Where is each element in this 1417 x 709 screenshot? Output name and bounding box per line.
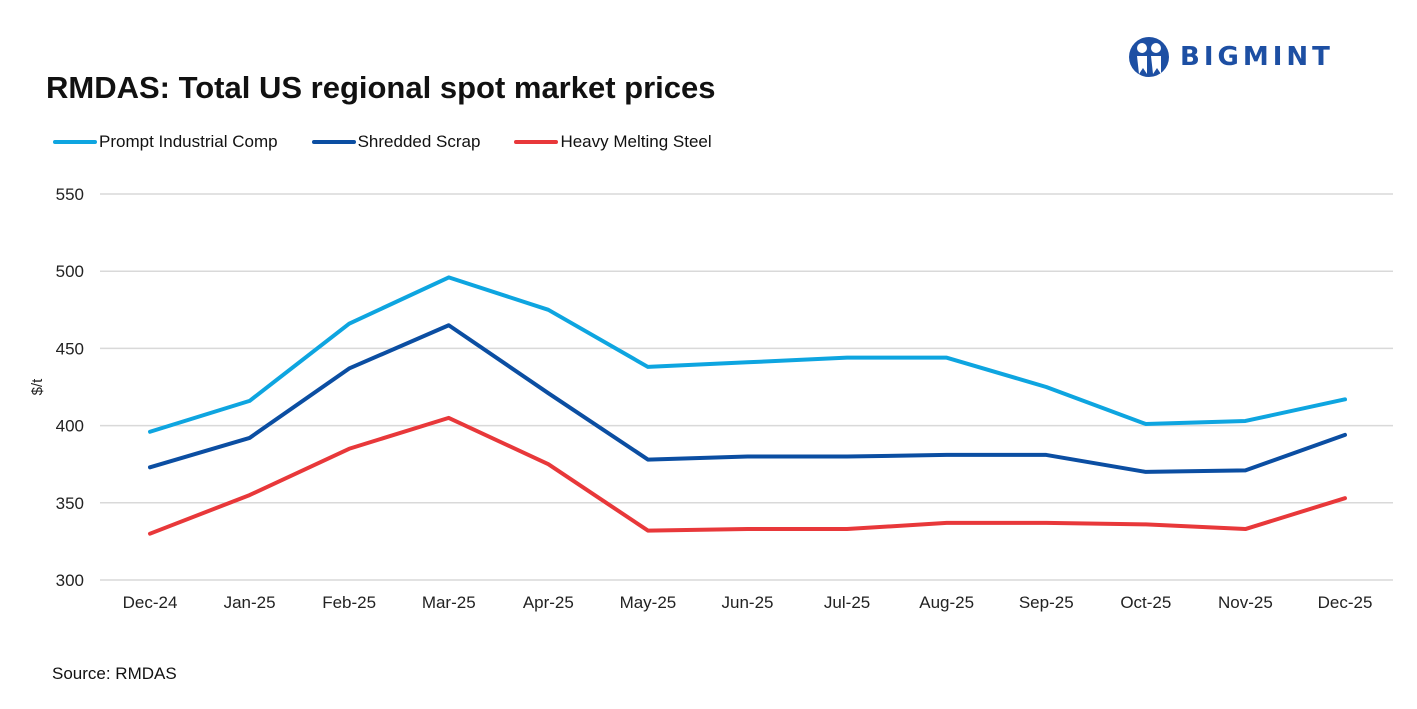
y-tick-label: 400	[56, 417, 84, 436]
legend-item-shredded: Shredded Scrap	[311, 132, 481, 152]
x-tick-label: May-25	[620, 593, 677, 612]
x-tick-label: Apr-25	[523, 593, 574, 612]
logo-text: BIGMINT	[1180, 42, 1334, 72]
legend-swatch	[514, 140, 559, 144]
series-line-0	[148, 275, 1347, 434]
x-tick-label: Sep-25	[1019, 593, 1074, 612]
legend-item-hms: Heavy Melting Steel	[514, 132, 712, 152]
bigmint-logo: BIGMINT	[1128, 36, 1334, 78]
x-tick-label: Nov-25	[1218, 593, 1273, 612]
y-tick-label: 450	[56, 339, 84, 358]
x-tick-label: Jan-25	[224, 593, 276, 612]
x-tick-label: Dec-24	[123, 593, 178, 612]
y-axis-label: $/t	[29, 378, 46, 396]
x-tick-label: Dec-25	[1318, 593, 1373, 612]
logo-people-icon	[1129, 37, 1169, 77]
y-tick-label: 550	[56, 185, 84, 204]
legend-item-prompt: Prompt Industrial Comp	[53, 132, 278, 152]
chart-title: RMDAS: Total US regional spot market pri…	[46, 70, 716, 105]
x-tick-label: Aug-25	[919, 593, 974, 612]
x-tick-label: Jun-25	[722, 593, 774, 612]
series-line-2	[148, 415, 1347, 536]
series-line-1	[148, 323, 1347, 474]
y-tick-label: 300	[56, 571, 84, 590]
legend-swatch	[311, 140, 356, 144]
y-tick-label: 350	[56, 494, 84, 513]
x-tick-label: Jul-25	[824, 593, 870, 612]
legend-label: Prompt Industrial Comp	[99, 132, 278, 151]
source-note: Source: RMDAS	[52, 664, 177, 683]
x-tick-label: Feb-25	[322, 593, 376, 612]
y-tick-label: 500	[56, 262, 84, 281]
x-tick-label: Oct-25	[1120, 593, 1171, 612]
legend-label: Heavy Melting Steel	[560, 132, 712, 151]
x-tick-label: Mar-25	[422, 593, 476, 612]
legend: Prompt Industrial Comp Shredded Scrap He…	[53, 132, 746, 152]
legend-swatch	[53, 140, 97, 144]
legend-label: Shredded Scrap	[357, 132, 481, 151]
